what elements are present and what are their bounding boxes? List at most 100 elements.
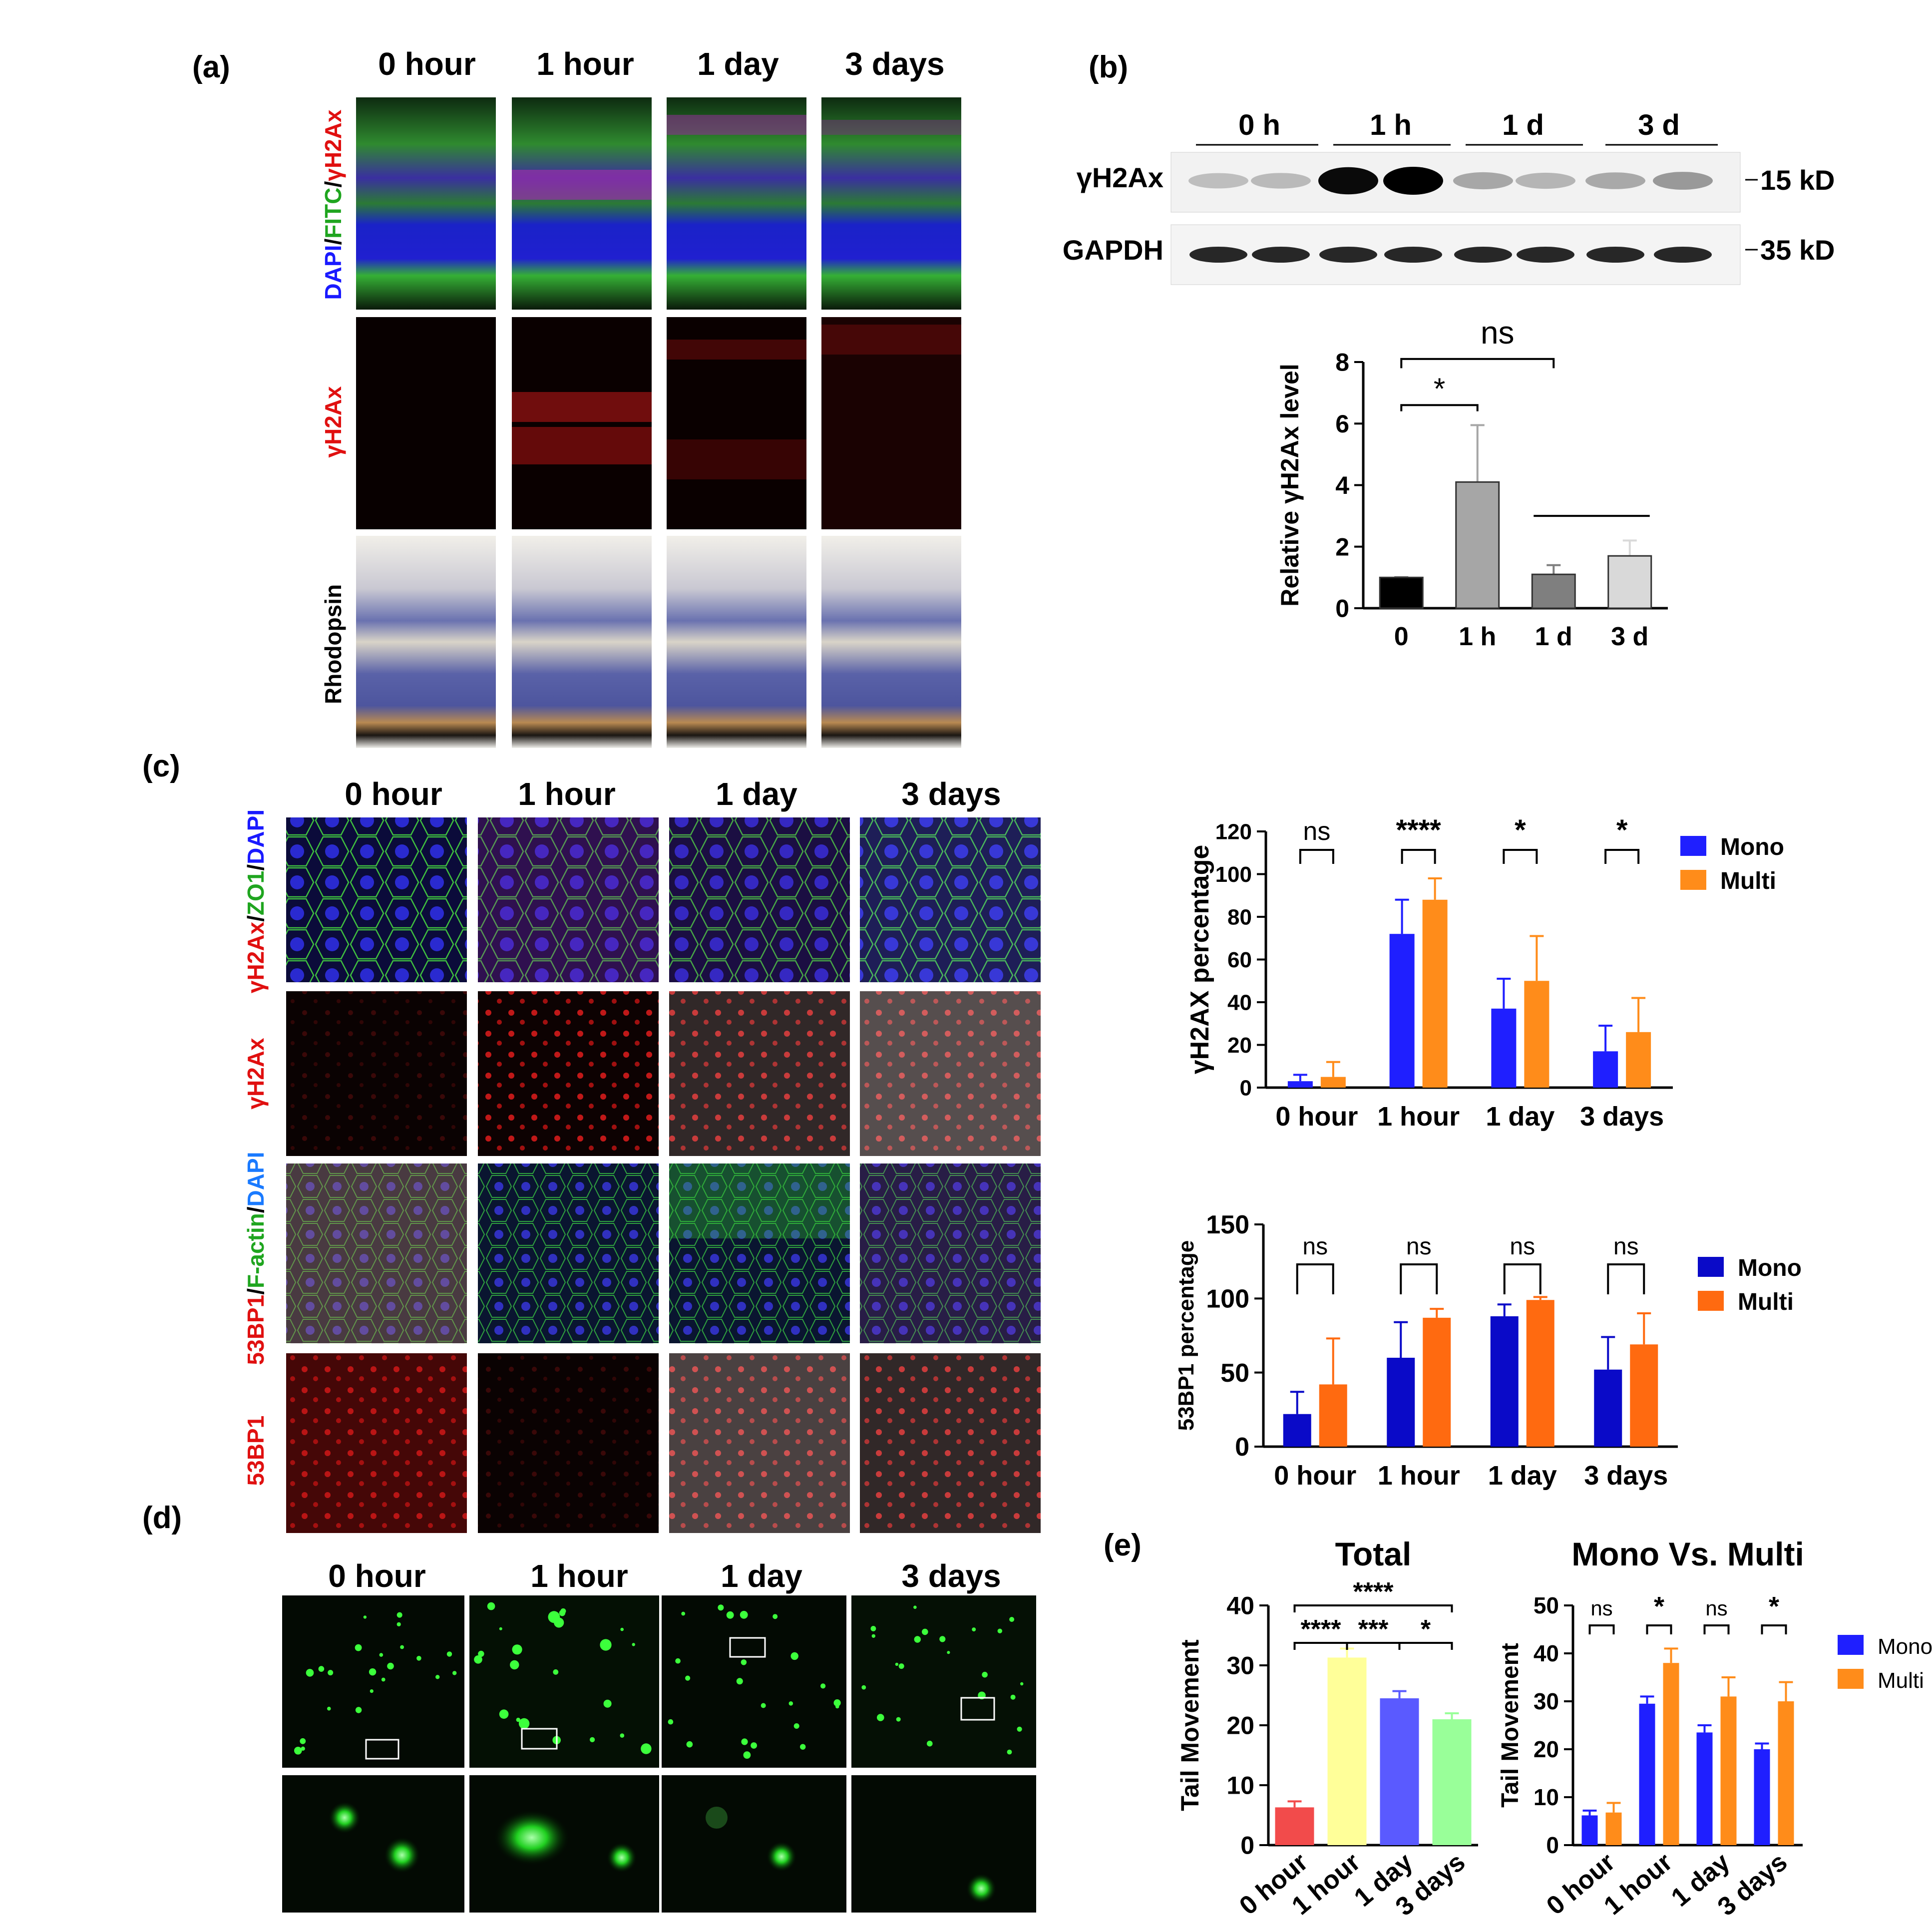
x-tick-label: 0 [1394,622,1409,651]
comet-dot [301,1746,305,1751]
comet-dot [474,1655,482,1664]
panel-d-col-3: 3 days [901,1558,1001,1594]
comet-dot [487,1602,495,1610]
x-tick-label: 3 d [1611,622,1648,651]
label-slash: / [320,181,346,188]
zoom-box-1h [521,1728,558,1750]
y-tick-label: 2 [1335,533,1349,561]
gh2ax-band [1188,173,1248,189]
blot-group-2: 1 d [1502,109,1544,141]
bar-mono [1287,1081,1313,1088]
comet-dot [452,1671,457,1675]
comet-dot [499,1709,509,1719]
blot-gapdh-bands [1189,247,1712,263]
gh2ax-band [1383,167,1443,195]
comet-dot [982,1671,988,1678]
comet-dot [861,1685,866,1690]
bar-multi [1320,1077,1346,1088]
y-axis-label: 53BP1 percentage [1174,1240,1198,1431]
bar-mono [1754,1749,1770,1845]
bar-mono [1593,1051,1618,1088]
significance-bracket [1400,404,1479,411]
x-tick-label: 1 hour [1378,1461,1460,1491]
bar-multi [1605,1812,1622,1845]
significance-bracket [1400,358,1555,369]
label-slash: / [243,915,269,922]
legend-label: Multi [1720,868,1776,894]
comet-dot [913,1605,917,1609]
y-axis-label: Relative γH2Ax level [1276,364,1304,606]
y-tick-label: 0 [1335,595,1349,623]
comet-dot [820,1683,826,1689]
zoom-box-1d [729,1637,766,1658]
zoom-box-3d [960,1697,995,1721]
image-a-merge-1h [512,97,652,310]
comet-dot [947,1651,950,1654]
bar-multi [1524,981,1549,1088]
image-c-53bp1-factin-1h [478,1163,659,1343]
comet-dot [788,1701,793,1706]
comet-dot [833,1699,841,1707]
gapdh-band [1319,247,1377,263]
comet-dot [381,1677,386,1682]
y-tick-label: 150 [1206,1210,1249,1239]
gapdh-band [1189,247,1247,263]
panel-c-col-0: 0 hour [345,776,442,812]
comet-dot [553,1669,559,1675]
comet-dot [294,1747,302,1755]
image-c-gh2ax-zo1-3d [860,817,1041,982]
comet-dot [1017,1726,1022,1732]
zoom-comet-1d-a [706,1807,728,1829]
comet-dot [914,1636,921,1643]
comet-dot [554,1617,564,1628]
comet-dot [877,1714,884,1721]
significance-bracket [1296,1263,1334,1294]
comet-dot [896,1717,901,1722]
significance-bracket [1299,849,1334,864]
significance-bracket [1604,849,1640,864]
bar [1379,576,1424,609]
comet-dot [675,1658,681,1664]
gapdh-band [1517,247,1574,263]
comet-dot [736,1678,743,1685]
comet-dot [898,1663,904,1669]
y-tick-label: 4 [1335,471,1349,499]
legend-swatch [1698,1291,1724,1311]
comet-dot [1020,1682,1024,1686]
blot-group-3: 3 d [1638,109,1680,141]
significance-label: * [1421,1615,1431,1644]
significance-label: ns [1303,817,1330,846]
bar [1455,481,1500,609]
svg-text:γH2Ax/ZO1/DAPI: γH2Ax/ZO1/DAPI [243,809,269,993]
bar [1531,573,1576,609]
image-c-53bp1-factin-0h-overlay [286,1163,467,1343]
comet-dot [761,1703,766,1708]
significance-bracket [1607,1263,1645,1294]
image-c-53bp1-0h [286,1353,467,1533]
panel-d-col-0: 0 hour [328,1558,426,1594]
comet-dot [516,1717,521,1722]
comet-dot [478,1650,484,1657]
gapdh-band [1252,247,1310,263]
y-axis-label: Tail Movement [1176,1639,1204,1811]
image-a-rhodopsin-3d [821,536,961,748]
x-tick-label: 1 day [1486,1102,1554,1132]
comet-dot [435,1675,440,1679]
label-gh2ax: γH2Ax [320,109,346,181]
image-c-53bp1-1d [669,1353,850,1533]
comet-dot [1010,1694,1016,1700]
bar-multi [1319,1384,1347,1447]
label-slash: / [320,239,346,245]
image-c-53bp1-0h-overlay [286,1353,467,1533]
y-tick-label: 20 [1534,1736,1559,1762]
image-a-gh2ax-1d-band1 [667,340,806,360]
comet-dot [396,1612,402,1618]
y-tick-label: 100 [1215,862,1252,887]
image-a-rhodopsin-0h [356,536,496,748]
comet-dot [641,1743,652,1754]
label-fitc: FITC [320,188,346,239]
comet-dot [396,1622,401,1626]
panel-letter-a: (a) [192,50,230,84]
comet-dot [895,1662,899,1666]
